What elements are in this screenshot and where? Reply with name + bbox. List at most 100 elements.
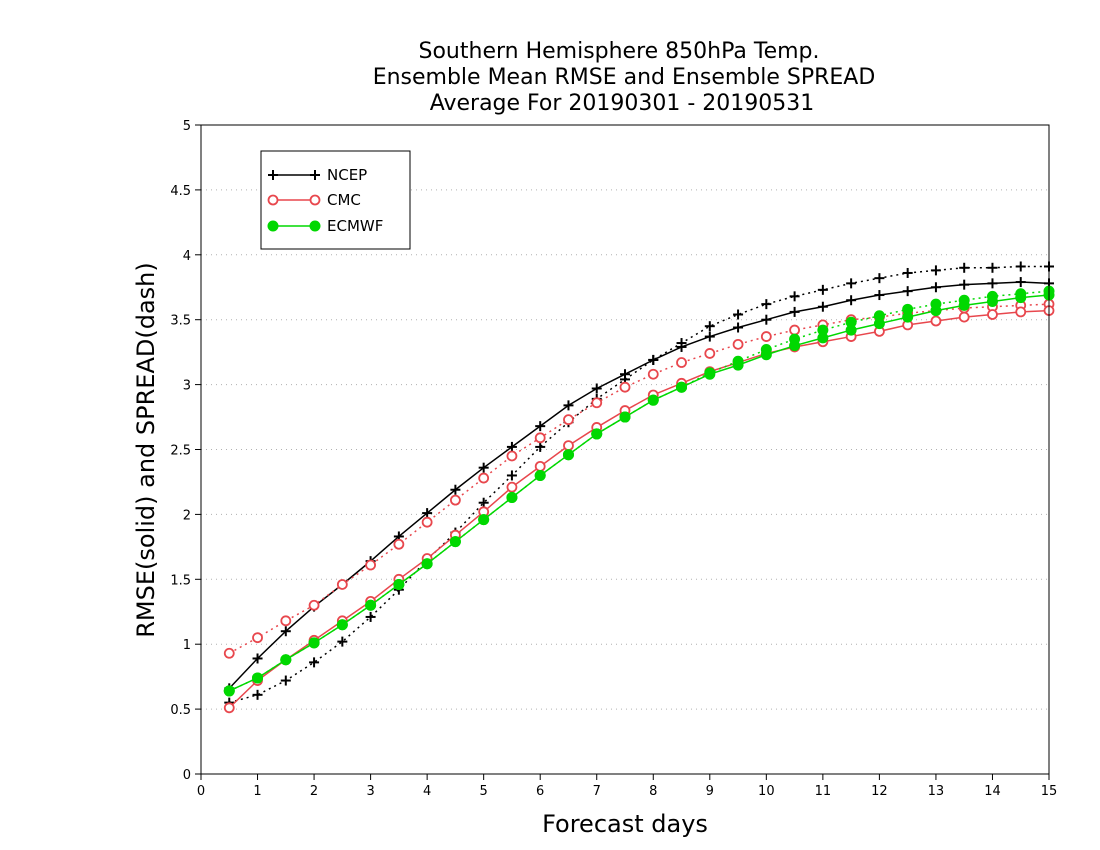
ecmwf-rmse-point xyxy=(506,492,518,504)
ncep-rmse-point xyxy=(817,301,828,312)
y-tick-label: 4 xyxy=(183,249,191,264)
cmc-rmse-point xyxy=(506,481,518,493)
x-tick-label: 2 xyxy=(310,784,318,799)
ecmwf-rmse-point xyxy=(958,299,970,311)
ecmwf-rmse-point xyxy=(647,394,659,406)
cmc-rmse-point xyxy=(223,702,235,714)
x-tick-label: 14 xyxy=(984,784,1001,799)
ecmwf-rmse-point xyxy=(619,411,631,423)
ncep-rmse-point xyxy=(959,279,970,290)
legend-item-ncep: NCEP xyxy=(268,166,367,184)
ncep-rmse-point xyxy=(648,354,659,365)
legend-marker-end xyxy=(310,170,320,180)
ncep-rmse-point xyxy=(422,508,433,519)
legend-marker-start xyxy=(268,170,278,180)
x-tick-label: 3 xyxy=(366,784,374,799)
ecmwf-rmse-point xyxy=(1015,292,1027,304)
cmc-spread-point xyxy=(647,368,659,380)
ecmwf-rmse-point xyxy=(308,637,320,649)
cmc-spread-point xyxy=(760,331,772,342)
ncep-rmse-point xyxy=(280,626,291,637)
legend-label: NCEP xyxy=(327,166,367,184)
cmc-spread-point xyxy=(506,450,518,462)
series-cmc xyxy=(223,298,1055,714)
title-line-2: Ensemble Mean RMSE and Ensemble SPREAD xyxy=(373,65,876,90)
cmc-spread-point xyxy=(365,559,377,571)
ncep-spread-point xyxy=(309,657,320,668)
ncep-rmse-point xyxy=(902,286,913,297)
cmc-spread-point xyxy=(449,494,461,506)
cmc-rmse-point xyxy=(987,309,998,320)
y-tick-label: 1.5 xyxy=(170,573,191,588)
x-tick-label: 0 xyxy=(197,784,205,799)
ecmwf-rmse-point xyxy=(365,599,377,611)
ncep-rmse-point xyxy=(874,290,885,301)
legend-entries: NCEP CMC ECMWF xyxy=(267,166,383,235)
ncep-spread-point xyxy=(535,441,546,452)
ecmwf-rmse-point xyxy=(817,332,829,344)
x-tick-label: 15 xyxy=(1041,784,1058,799)
ecmwf-rmse-point xyxy=(562,449,574,461)
ncep-rmse-point xyxy=(252,653,263,664)
ecmwf-rmse-point xyxy=(336,619,348,631)
ncep-spread-point xyxy=(761,299,772,310)
ncep-rmse-point xyxy=(789,306,800,317)
cmc-spread-point xyxy=(591,397,603,409)
title-line-3: Average For 20190301 - 20190531 xyxy=(430,91,815,116)
ecmwf-rmse-point xyxy=(676,381,688,393)
ecmwf-rmse-point xyxy=(280,654,292,666)
ncep-rmse-point xyxy=(620,369,630,380)
y-axis-label: RMSE(solid) and SPREAD(dash) xyxy=(132,262,160,638)
title-line-1: Southern Hemisphere 850hPa Temp. xyxy=(419,39,820,64)
x-tick-label: 5 xyxy=(480,784,488,799)
cmc-rmse-line xyxy=(228,309,1050,709)
ncep-rmse-line xyxy=(228,281,1050,689)
ecmwf-spread-line xyxy=(228,290,1050,692)
ecmwf-rmse-point xyxy=(478,514,490,526)
ncep-spread-point xyxy=(817,284,828,295)
ncep-rmse-point xyxy=(704,331,715,342)
ncep-rmse-point xyxy=(761,314,772,325)
cmc-spread-point xyxy=(704,348,716,359)
series-ecmwf xyxy=(223,285,1055,697)
y-tick-label: 0 xyxy=(183,768,191,783)
ecmwf-rmse-point xyxy=(930,305,942,317)
ncep-spread-point xyxy=(704,321,715,332)
ecmwf-rmse-point xyxy=(845,324,857,336)
ncep-rmse-point xyxy=(676,341,687,352)
x-tick-label: 4 xyxy=(423,784,431,799)
x-tick-label: 12 xyxy=(871,784,888,799)
ncep-rmse-point xyxy=(591,383,602,394)
ncep-spread-point xyxy=(478,497,489,508)
legend-marker-start xyxy=(267,194,279,206)
legend-item-cmc: CMC xyxy=(267,191,361,209)
ecmwf-rmse-point xyxy=(449,536,461,548)
ncep-spread-point xyxy=(846,278,857,289)
cmc-spread-point xyxy=(789,324,800,336)
y-tick-label: 2 xyxy=(183,508,191,523)
series-ncep xyxy=(224,261,1054,708)
legend-item-ecmwf: ECMWF xyxy=(267,217,383,235)
x-tick-label: 8 xyxy=(649,784,657,799)
ecmwf-rmse-point xyxy=(393,578,405,590)
ncep-spread-point xyxy=(506,470,517,481)
ncep-rmse-point xyxy=(987,278,998,289)
x-axis-ticks: 0 1 2 3 4 5 6 7 8 9 10 11 12 13 14 15 xyxy=(197,774,1057,799)
series-lines xyxy=(223,261,1055,714)
y-tick-label: 4.5 xyxy=(170,184,191,199)
ncep-rmse-point xyxy=(478,462,489,473)
cmc-rmse-point xyxy=(534,460,546,472)
ncep-spread-point xyxy=(930,265,941,276)
cmc-spread-point xyxy=(478,472,490,484)
ecmwf-rmse-point xyxy=(902,311,914,323)
x-tick-label: 1 xyxy=(253,784,261,799)
ecmwf-rmse-point xyxy=(789,340,801,352)
legend-marker-start xyxy=(267,220,279,232)
ncep-rmse-point xyxy=(733,322,744,333)
ecmwf-rmse-point xyxy=(534,469,546,481)
cmc-spread-point xyxy=(336,579,348,590)
y-tick-label: 0.5 xyxy=(170,703,191,718)
y-tick-label: 3.5 xyxy=(170,314,191,329)
x-axis-label: Forecast days xyxy=(542,810,708,838)
ncep-spread-point xyxy=(337,636,348,647)
